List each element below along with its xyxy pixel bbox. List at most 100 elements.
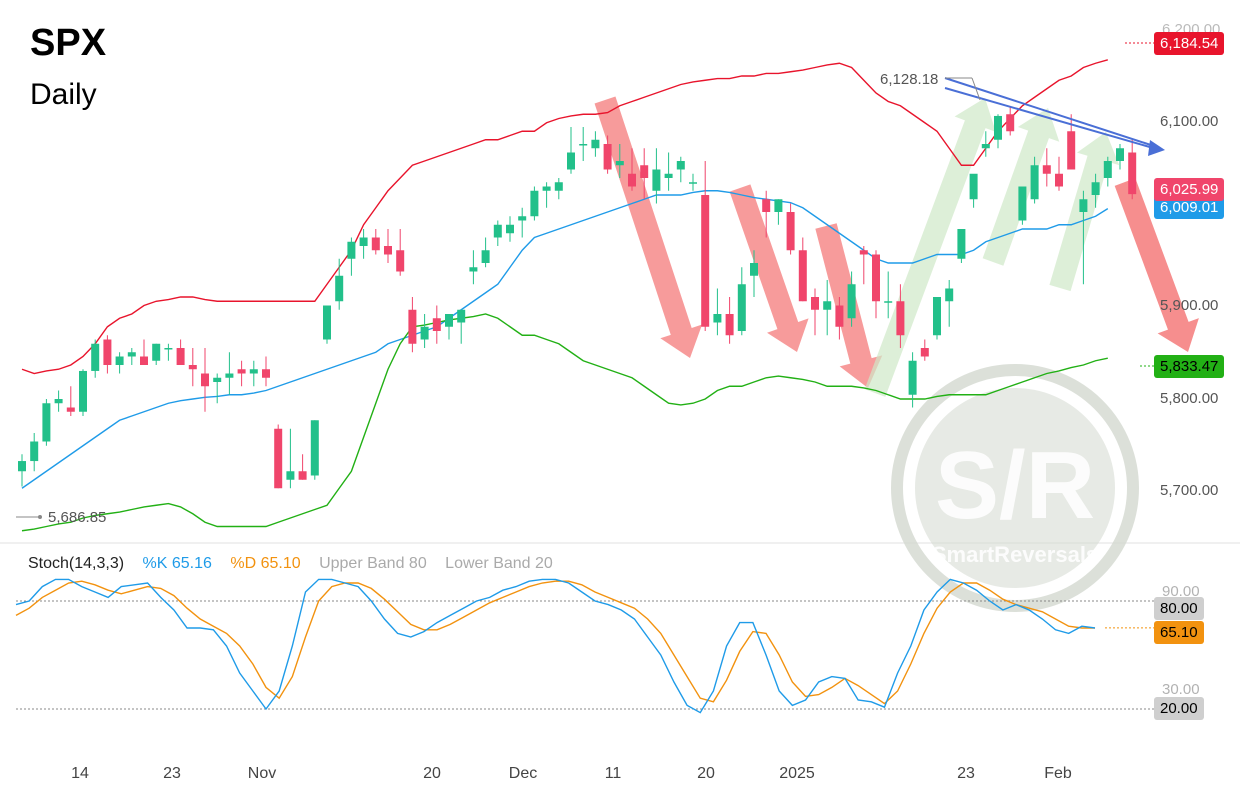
candle-body bbox=[371, 237, 380, 251]
date-tick-label: 20 bbox=[423, 765, 441, 782]
candle-body bbox=[432, 318, 441, 331]
candle-body bbox=[396, 250, 405, 272]
low-annotation: 5,686.85 bbox=[48, 509, 106, 526]
stoch-tick-label: 30.00 bbox=[1162, 681, 1200, 698]
candle-body bbox=[420, 326, 429, 340]
watermark-subtext: SmartReversals bbox=[932, 542, 1098, 567]
candle-body bbox=[115, 356, 124, 365]
candle-body bbox=[835, 305, 844, 327]
high-marker-line bbox=[971, 77, 981, 101]
candle-body bbox=[1091, 182, 1100, 195]
stoch-value-tag: 65.10 bbox=[1154, 621, 1204, 644]
date-tick-label: 2025 bbox=[779, 765, 815, 782]
high-annotation: 6,128.18 bbox=[880, 71, 938, 88]
candle-body bbox=[249, 369, 258, 374]
stoch-tick-label: 90.00 bbox=[1162, 583, 1200, 600]
candle-body bbox=[140, 356, 148, 365]
candle-body bbox=[225, 373, 234, 378]
low-marker-dot bbox=[38, 515, 42, 519]
candle-body bbox=[518, 216, 527, 221]
candle-body bbox=[323, 305, 331, 340]
candle-body bbox=[286, 471, 295, 480]
price-tick-label: 5,900.00 bbox=[1160, 297, 1218, 314]
candle-body bbox=[18, 461, 26, 472]
candle-body bbox=[127, 352, 136, 357]
candle-body bbox=[1128, 152, 1137, 195]
down-arrow bbox=[594, 96, 703, 359]
candle-body bbox=[786, 212, 795, 251]
candle-body bbox=[652, 169, 661, 191]
candle-body bbox=[664, 173, 673, 178]
upper-band-price-tag: 6,184.54 bbox=[1154, 32, 1225, 55]
candle-body bbox=[384, 246, 392, 255]
watermark-ring bbox=[891, 364, 1139, 612]
candle-body bbox=[1103, 161, 1112, 178]
candle-body bbox=[1006, 114, 1015, 132]
candle-body bbox=[1079, 199, 1088, 212]
candle-body bbox=[176, 348, 185, 365]
candle-body bbox=[896, 301, 905, 336]
candle-body bbox=[847, 284, 856, 319]
candle-body bbox=[103, 339, 112, 365]
stoch-k-label: %K 65.16 bbox=[142, 555, 212, 572]
candle-body bbox=[188, 365, 197, 370]
stoch-d-label: %D 65.10 bbox=[230, 555, 301, 572]
price-tick-label: 5,700.00 bbox=[1160, 482, 1218, 499]
candle-body bbox=[811, 297, 819, 310]
stoch-upper-tag: 80.00 bbox=[1154, 597, 1204, 620]
stoch-k-line bbox=[15, 578, 1096, 714]
candle-body bbox=[945, 288, 954, 302]
candle-body bbox=[737, 284, 746, 331]
stoch-upper-label: Upper Band 80 bbox=[319, 555, 427, 572]
candle-body bbox=[762, 199, 771, 212]
trend-arrowhead bbox=[1148, 140, 1165, 156]
candle-body bbox=[603, 144, 612, 170]
candle-body bbox=[957, 229, 966, 259]
candle-body bbox=[1018, 186, 1027, 221]
candle-body bbox=[164, 348, 173, 350]
candle-body bbox=[1067, 131, 1076, 170]
date-tick-label: 23 bbox=[163, 765, 181, 782]
candle-body bbox=[42, 403, 51, 442]
mid-band-line bbox=[21, 190, 1109, 489]
stoch-d-line bbox=[15, 580, 1095, 705]
candle-body bbox=[298, 471, 307, 480]
candle-body bbox=[884, 301, 893, 303]
candle-body bbox=[628, 173, 636, 187]
watermark-text: S/R bbox=[935, 432, 1095, 539]
candle-body bbox=[798, 250, 807, 302]
trend-line bbox=[944, 87, 1161, 151]
last-price-tag: 6,025.99 bbox=[1154, 178, 1225, 201]
candle-body bbox=[981, 144, 990, 149]
candle-body bbox=[542, 186, 551, 191]
candle-body bbox=[591, 139, 600, 149]
date-tick-label: 14 bbox=[71, 765, 89, 782]
candle-body bbox=[701, 195, 710, 327]
candle-body bbox=[872, 254, 880, 302]
date-tick-label: Dec bbox=[509, 765, 537, 782]
date-tick-label: 23 bbox=[957, 765, 975, 782]
candle-body bbox=[335, 275, 344, 302]
lower-band-price-tag: 5,833.47 bbox=[1154, 355, 1225, 378]
candle-body bbox=[908, 360, 917, 395]
candle-body bbox=[823, 301, 832, 310]
candle-body bbox=[310, 420, 319, 476]
watermark-disc bbox=[915, 388, 1115, 588]
candle-body bbox=[262, 369, 270, 378]
candle-body bbox=[579, 144, 588, 146]
down-arrow bbox=[729, 184, 809, 352]
candle-body bbox=[1042, 165, 1051, 174]
stoch-lower-tag: 20.00 bbox=[1154, 697, 1204, 720]
candle-body bbox=[79, 370, 87, 412]
candle-body bbox=[347, 241, 356, 259]
candle-body bbox=[713, 314, 722, 323]
date-tick-label: Nov bbox=[248, 765, 276, 782]
candle-body bbox=[213, 377, 222, 382]
stoch-legend: Stoch(14,3,3) %K 65.16 %D 65.10 Upper Ba… bbox=[28, 555, 567, 573]
candle-body bbox=[750, 263, 758, 276]
candle-body bbox=[469, 267, 478, 272]
chart-title: SPX bbox=[30, 22, 107, 64]
candle-body bbox=[359, 237, 368, 246]
candle-body bbox=[554, 182, 563, 191]
